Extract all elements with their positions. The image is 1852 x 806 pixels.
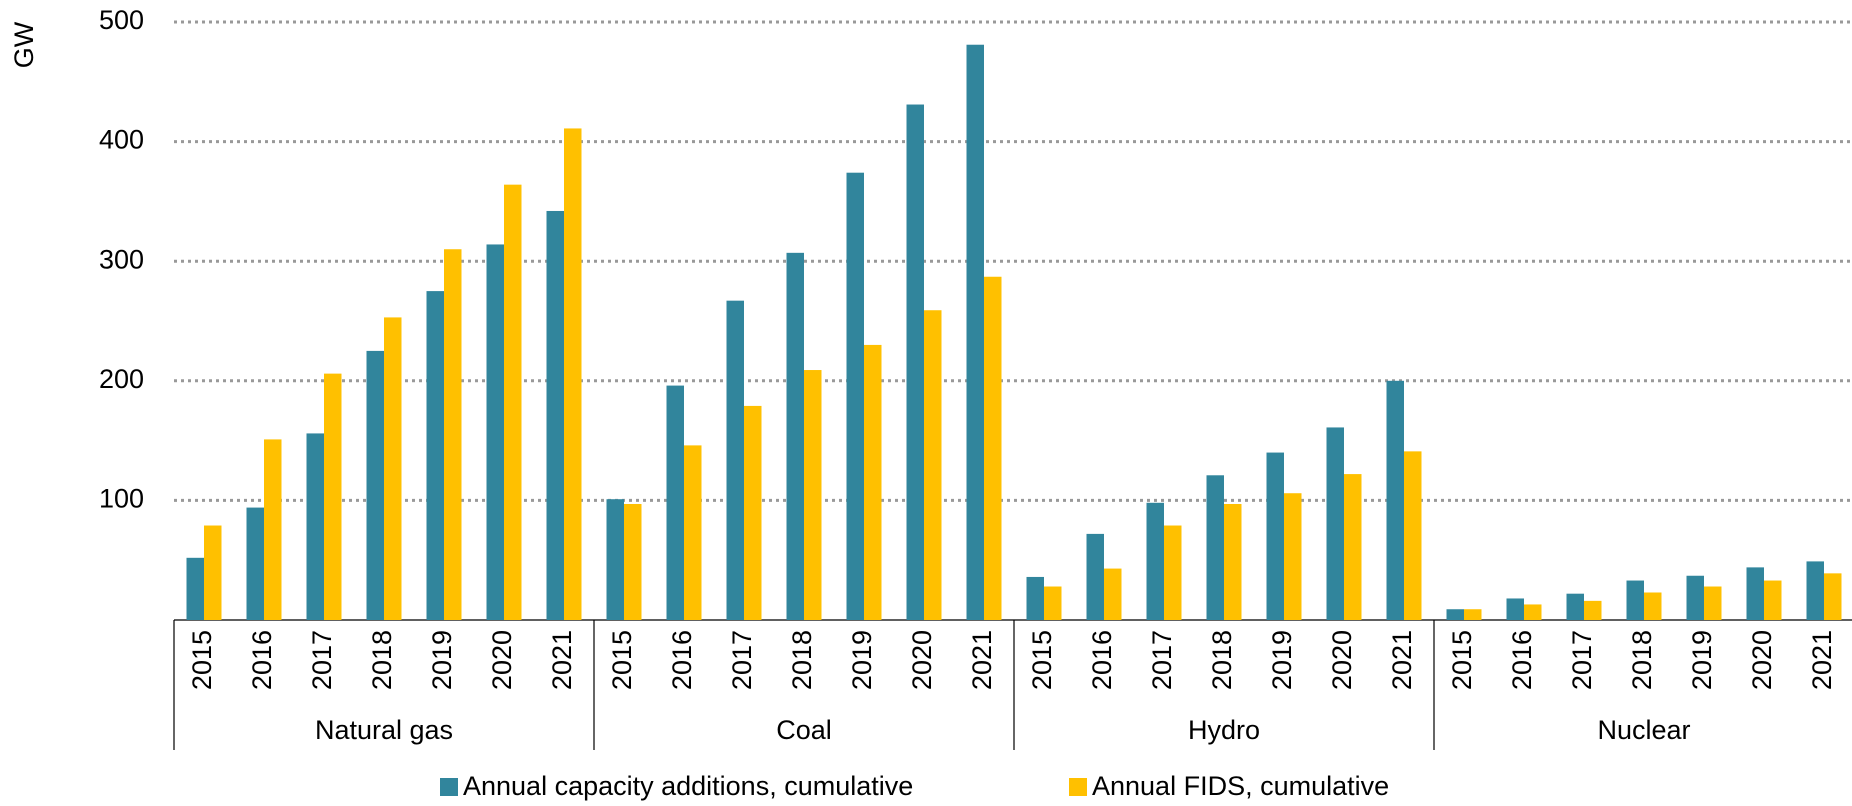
x-tick-label: 2021: [1387, 630, 1417, 690]
x-tick-label: 2016: [247, 630, 277, 690]
bar: [1824, 573, 1842, 620]
bar: [264, 439, 282, 620]
bar: [1224, 503, 1242, 620]
x-tick-label: 2017: [1147, 630, 1177, 690]
group-label: Natural gas: [315, 715, 453, 745]
bar: [804, 370, 822, 620]
y-axis-label: GW: [9, 21, 39, 68]
bar: [1326, 427, 1344, 620]
bar: [846, 172, 864, 621]
x-tick-label: 2018: [787, 630, 817, 690]
x-tick-label: 2017: [307, 630, 337, 690]
bar: [726, 300, 744, 620]
bar: [1644, 592, 1662, 620]
bar: [1164, 525, 1182, 620]
x-tick-label: 2018: [1627, 630, 1657, 690]
x-tick-label: 2021: [547, 630, 577, 690]
bar: [384, 317, 402, 620]
bar: [744, 405, 762, 620]
bar: [1686, 575, 1704, 620]
x-tick-label: 2020: [1747, 630, 1777, 690]
bar: [1506, 598, 1524, 620]
bar: [204, 525, 222, 620]
legend-label: Annual capacity additions, cumulative: [463, 771, 913, 801]
bar: [1344, 474, 1362, 620]
bar: [1386, 380, 1404, 620]
group-label: Nuclear: [1597, 715, 1690, 745]
x-tick-label: 2020: [1327, 630, 1357, 690]
x-tick-label: 2015: [1027, 630, 1057, 690]
x-tick-label: 2015: [1447, 630, 1477, 690]
bar: [186, 557, 204, 620]
bar: [1764, 580, 1782, 620]
bar: [1284, 493, 1302, 620]
x-tick-label: 2017: [727, 630, 757, 690]
group-label: Coal: [776, 715, 832, 745]
bar: [1704, 586, 1722, 620]
bar: [1446, 609, 1464, 620]
group-label: Hydro: [1188, 715, 1260, 745]
x-tick-label: 2015: [607, 630, 637, 690]
x-tick-label: 2019: [1687, 630, 1717, 690]
x-tick-label: 2018: [367, 630, 397, 690]
bar: [1206, 475, 1224, 620]
bar: [1266, 452, 1284, 620]
y-tick-label: 500: [99, 5, 144, 35]
bar: [486, 244, 504, 620]
bar: [324, 373, 342, 620]
x-tick-label: 2016: [1507, 630, 1537, 690]
x-tick-label: 2019: [427, 630, 457, 690]
bar: [1464, 609, 1482, 620]
x-tick-label: 2016: [667, 630, 697, 690]
bar: [666, 385, 684, 620]
bar: [366, 350, 384, 620]
bar: [306, 433, 324, 620]
x-tick-label: 2018: [1207, 630, 1237, 690]
x-tick-label: 2015: [187, 630, 217, 690]
bar: [1026, 576, 1044, 620]
bar: [966, 44, 984, 620]
bar: [1584, 600, 1602, 620]
y-tick-label: 200: [99, 364, 144, 394]
bar: [786, 252, 804, 620]
bar: [504, 184, 522, 620]
bar: [1626, 580, 1644, 620]
bar: [606, 499, 624, 620]
bar: [1524, 604, 1542, 620]
legend-label: Annual FIDS, cumulative: [1092, 771, 1389, 801]
y-tick-label: 400: [99, 125, 144, 155]
bar: [246, 507, 264, 620]
y-tick-label: 100: [99, 484, 144, 514]
bar: [624, 503, 642, 620]
x-tick-label: 2020: [907, 630, 937, 690]
legend-swatch: [440, 778, 458, 796]
bar: [1044, 586, 1062, 620]
x-tick-label: 2021: [1807, 630, 1837, 690]
bar: [906, 104, 924, 621]
bar: [426, 291, 444, 620]
x-tick-label: 2019: [847, 630, 877, 690]
bar: [1104, 568, 1122, 620]
x-tick-label: 2016: [1087, 630, 1117, 690]
x-tick-label: 2021: [967, 630, 997, 690]
bar: [1566, 593, 1584, 620]
legend-swatch: [1069, 778, 1087, 796]
bar: [444, 249, 462, 621]
bar: [1086, 533, 1104, 620]
bar: [564, 128, 582, 620]
bar: [1806, 561, 1824, 620]
bar: [684, 445, 702, 620]
x-tick-label: 2020: [487, 630, 517, 690]
bar: [984, 276, 1002, 620]
x-tick-label: 2019: [1267, 630, 1297, 690]
bar: [864, 344, 882, 620]
bar: [1146, 502, 1164, 620]
bar: [924, 310, 942, 620]
bar: [1746, 567, 1764, 620]
bar: [1404, 451, 1422, 620]
bar: [546, 210, 564, 620]
y-tick-label: 300: [99, 244, 144, 274]
x-tick-label: 2017: [1567, 630, 1597, 690]
